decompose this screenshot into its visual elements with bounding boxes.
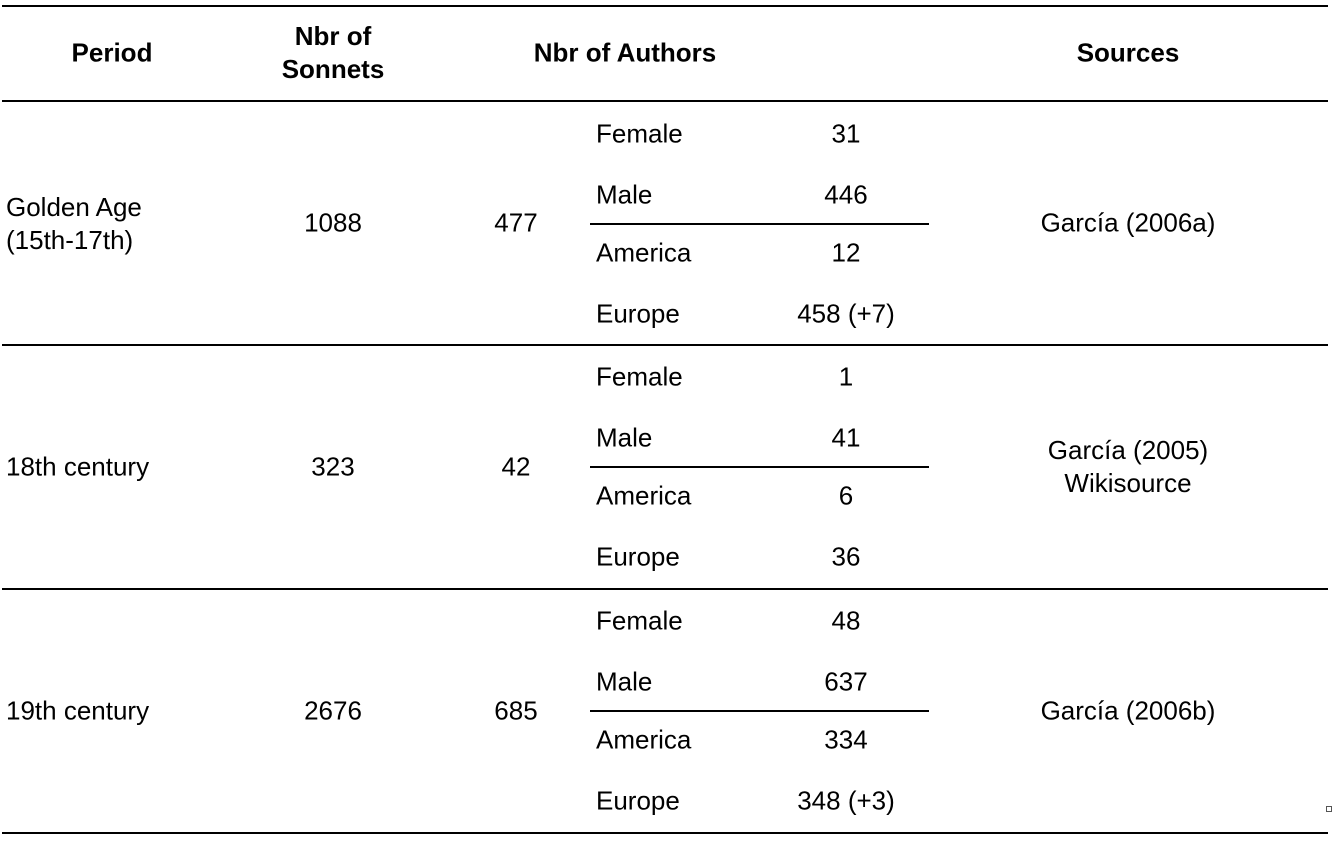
row-3-america-value: 334 [824,724,868,755]
table-bottom-rule [2,832,1328,834]
row-1-female-value: 31 [831,118,861,149]
row-2-sonnets: 323 [311,451,355,482]
row-3-europe-label: Europe [596,785,680,816]
row-divider-1 [2,344,1328,346]
row-1-america-value: 12 [831,237,861,268]
header-period: Period [71,37,153,68]
row-2-male-value: 41 [831,422,861,453]
row-2-period: 18th century [6,451,150,482]
row-3-sonnets: 2676 [304,695,362,726]
row-1-period-line1: Golden Age [6,192,142,222]
row-3-source-line1: García (2006b) [1040,695,1216,726]
row-3-period: 19th century [6,695,150,726]
row-1-authors: 477 [494,207,538,238]
row-2-europe-value: 36 [831,541,861,572]
row-2-source-line2: Wikisource [1064,468,1192,498]
row-2-authors: 42 [501,451,531,482]
header-sonnets: Nbr of Sonnets [282,20,385,86]
row-1-period: Golden Age (15th-17th) [6,191,142,257]
breakdown-separator-row-1 [590,223,929,225]
row-2-female-label: Female [596,361,683,392]
row-1-sources: García (2006a) [1041,207,1216,240]
row-3-america-label: America [596,724,692,755]
row-2-sources: García (2005) Wikisource [1048,434,1208,500]
breakdown-separator-row-2 [590,466,929,468]
header-sonnets-line1: Nbr of [294,21,372,51]
row-3-female-label: Female [596,605,683,636]
row-2-america-value: 6 [838,480,854,511]
row-1-male-label: Male [596,179,653,210]
row-2-america-label: America [596,480,692,511]
row-3-female-value: 48 [831,605,861,636]
row-1-period-line2: (15th-17th) [6,225,134,255]
row-2-male-label: Male [596,422,653,453]
row-1-female-label: Female [596,118,683,149]
row-divider-2 [2,588,1328,590]
resize-handle-icon[interactable] [1326,806,1332,812]
row-1-male-value: 446 [824,179,868,210]
row-1-source-line1: García (2006a) [1040,207,1216,238]
row-2-female-value: 1 [838,361,854,392]
row-2-europe-label: Europe [596,541,680,572]
row-1-sonnets: 1088 [304,207,362,238]
row-3-male-value: 637 [824,666,868,697]
table-top-rule [2,5,1328,7]
row-3-authors: 685 [494,695,538,726]
breakdown-separator-row-3 [590,710,929,712]
header-authors: Nbr of Authors [533,37,717,68]
row-3-europe-value: 348 (+3) [797,785,895,816]
row-1-europe-value: 458 (+7) [797,298,895,329]
row-3-male-label: Male [596,666,653,697]
header-bottom-rule [2,100,1328,102]
header-sonnets-line2: Sonnets [281,54,385,84]
header-sources: Sources [1076,37,1180,68]
row-1-america-label: America [596,237,692,268]
row-2-source-line1: García (2005) [1047,435,1209,465]
row-3-sources: García (2006b) [1041,695,1216,728]
row-1-europe-label: Europe [596,298,680,329]
